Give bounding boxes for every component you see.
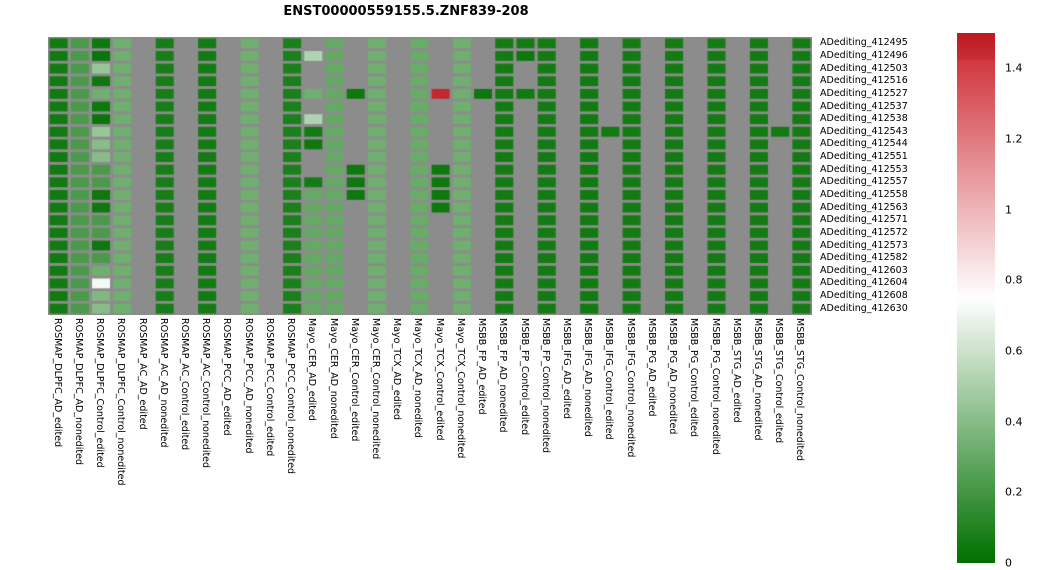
column-label: Mayo_TCX_AD_nonedited (412, 318, 424, 438)
row-label: ADediting_412537 (820, 100, 908, 112)
column-label: MSBB_STG_AD_edited (730, 318, 742, 423)
column-label: ROSMAP_PCC_AD_nonedited (242, 318, 254, 454)
column-label: MSBB_STG_Control_nonedited (794, 318, 806, 462)
column-label: Mayo_CER_AD_nonedited (327, 318, 339, 439)
column-label: MSBB_PG_Control_edited (688, 318, 700, 438)
row-label: ADediting_412582 (820, 252, 908, 264)
row-label: ADediting_412571 (820, 214, 908, 226)
column-label: MSBB_STG_AD_nonedited (751, 318, 763, 441)
heatmap-plot (48, 37, 812, 315)
row-label: ADediting_412544 (820, 138, 908, 150)
column-label: MSBB_FP_Control_nonedited (539, 318, 551, 454)
column-label: MSBB_FP_AD_edited (476, 318, 488, 415)
row-label: ADediting_412563 (820, 201, 908, 213)
colorbar-gradient (957, 33, 995, 563)
column-label: MSBB_PG_AD_edited (645, 318, 657, 417)
colorbar-tick-label: 1 (1005, 203, 1012, 217)
colorbar-tick-label: 0.4 (1005, 415, 1023, 429)
row-label-axis: ADediting_412495 ADediting_412496 ADeditin… (820, 37, 960, 315)
colorbar-tick-label: 0.6 (1005, 344, 1023, 358)
column-label: MSBB_IFG_AD_edited (560, 318, 572, 420)
column-label: MSBB_IFG_Control_edited (603, 318, 615, 440)
colorbar-tick-label: 1.4 (1005, 61, 1023, 75)
column-label: MSBB_PG_Control_nonedited (709, 318, 721, 455)
column-label: ROSMAP_PCC_Control_edited (263, 318, 275, 457)
column-label: ROSMAP_AC_Control_edited (178, 318, 190, 451)
column-label: ROSMAP_PCC_Control_nonedited (285, 318, 297, 475)
row-label: ADediting_412603 (820, 264, 908, 276)
column-label: Mayo_CER_AD_edited (306, 318, 318, 421)
heatmap-cells[interactable] (48, 37, 812, 315)
column-label: Mayo_TCX_Control_nonedited (454, 318, 466, 459)
column-label: ROSMAP_DLPFC_Control_edited (94, 318, 106, 468)
column-label: MSBB_PG_AD_nonedited (667, 318, 679, 435)
row-label: ADediting_412516 (820, 75, 908, 87)
column-label: ROSMAP_DLPFC_Control_nonedited (115, 318, 127, 486)
column-label: MSBB_FP_Control_edited (518, 318, 530, 436)
column-label: ROSMAP_AC_AD_nonedited (157, 318, 169, 448)
row-label: ADediting_412503 (820, 62, 908, 74)
row-label: ADediting_412496 (820, 49, 908, 61)
colorbar-tick-label: 0 (1005, 556, 1012, 570)
row-label: ADediting_412543 (820, 125, 908, 137)
column-label: Mayo_CER_Control_nonedited (369, 318, 381, 460)
column-label: MSBB_IFG_Control_nonedited (624, 318, 636, 458)
row-label: ADediting_412527 (820, 87, 908, 99)
row-label: ADediting_412558 (820, 188, 908, 200)
column-label: ROSMAP_DLPFC_AD_edited (51, 318, 63, 448)
row-label: ADediting_412553 (820, 163, 908, 175)
row-label: ADediting_412572 (820, 226, 908, 238)
column-label: MSBB_IFG_AD_nonedited (582, 318, 594, 437)
row-label: ADediting_412495 (820, 37, 908, 49)
column-label: ROSMAP_AC_AD_edited (136, 318, 148, 430)
row-label: ADediting_412630 (820, 302, 908, 314)
page-title: ENST00000559155.5.ZNF839-208 (283, 4, 529, 19)
row-label: ADediting_412538 (820, 113, 908, 125)
column-label: MSBB_STG_Control_edited (773, 318, 785, 444)
column-label: ROSMAP_DLPFC_AD_nonedited (72, 318, 84, 465)
column-label-axis: ROSMAP_DLPFC_AD_edited ROSMAP_DLPFC_AD_no… (48, 318, 818, 548)
colorbar: 0 0.2 0.4 0.6 0.8 1 1.2 1.4 (957, 33, 1057, 570)
column-label: Mayo_TCX_AD_edited (391, 318, 403, 421)
column-label: Mayo_TCX_Control_edited (433, 318, 445, 441)
colorbar-tick-label: 0.8 (1005, 273, 1023, 287)
column-label: Mayo_CER_Control_edited (348, 318, 360, 442)
column-label: ROSMAP_AC_Control_nonedited (200, 318, 212, 469)
row-label: ADediting_412604 (820, 277, 908, 289)
row-label: ADediting_412551 (820, 151, 908, 163)
column-label: MSBB_FP_AD_nonedited (497, 318, 509, 433)
colorbar-tick-label: 1.2 (1005, 132, 1023, 146)
row-label: ADediting_412608 (820, 290, 908, 302)
row-label: ADediting_412573 (820, 239, 908, 251)
row-label: ADediting_412557 (820, 176, 908, 188)
colorbar-tick-label: 0.2 (1005, 485, 1023, 499)
column-label: ROSMAP_PCC_AD_edited (221, 318, 233, 436)
